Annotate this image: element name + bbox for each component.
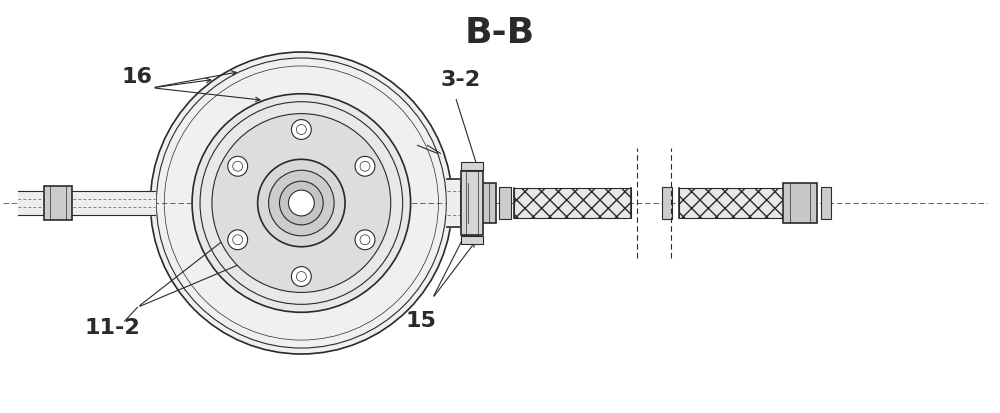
Bar bbox=[461, 171, 483, 236]
Circle shape bbox=[355, 230, 375, 250]
Text: B-B: B-B bbox=[465, 16, 535, 50]
Circle shape bbox=[355, 157, 375, 177]
Bar bbox=[821, 188, 831, 219]
Bar bbox=[499, 188, 511, 219]
Circle shape bbox=[150, 53, 452, 354]
Bar bbox=[44, 186, 72, 221]
Text: 16: 16 bbox=[122, 67, 153, 87]
Circle shape bbox=[228, 230, 248, 250]
Bar bbox=[514, 189, 631, 218]
Text: 11-2: 11-2 bbox=[85, 318, 140, 337]
Bar bbox=[662, 188, 672, 219]
Circle shape bbox=[291, 120, 311, 140]
Text: 3-2: 3-2 bbox=[440, 70, 480, 90]
Bar bbox=[466, 171, 478, 236]
Circle shape bbox=[279, 182, 323, 225]
Bar bbox=[783, 184, 817, 223]
Bar bbox=[461, 184, 496, 223]
Bar bbox=[461, 237, 483, 244]
Circle shape bbox=[288, 191, 314, 216]
Circle shape bbox=[212, 114, 391, 293]
Circle shape bbox=[291, 267, 311, 287]
Circle shape bbox=[258, 160, 345, 247]
Text: 15: 15 bbox=[405, 311, 436, 330]
Bar bbox=[679, 189, 788, 218]
Bar bbox=[461, 162, 483, 170]
Circle shape bbox=[192, 95, 411, 313]
Circle shape bbox=[228, 157, 248, 177]
Circle shape bbox=[269, 171, 334, 236]
